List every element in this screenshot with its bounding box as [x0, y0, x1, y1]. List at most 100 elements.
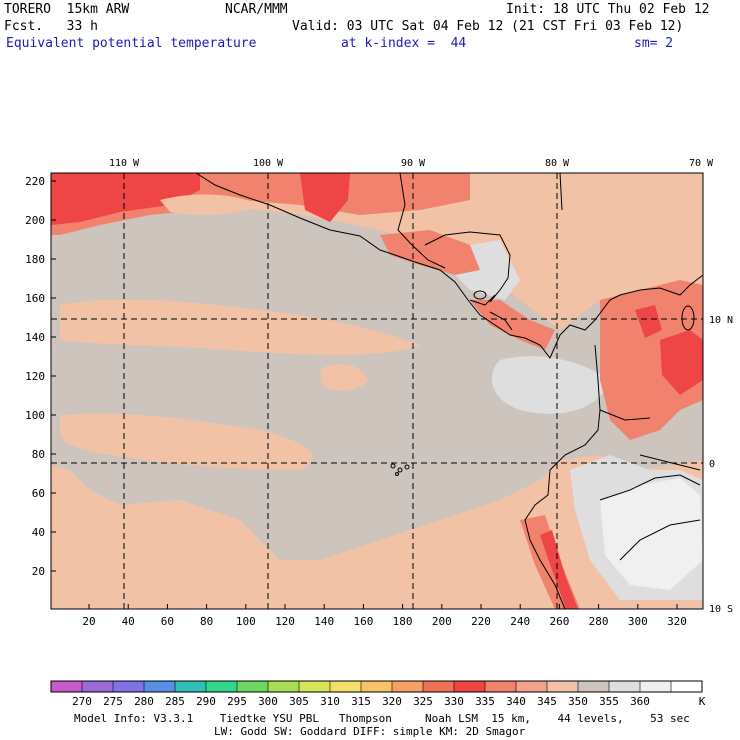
x-tick-label: 200: [432, 615, 452, 628]
colorbar-frame: [50, 680, 703, 693]
y-tick-label: 160: [25, 292, 45, 305]
colorbar-swatch: [144, 681, 176, 692]
colorbar-label: 305: [289, 695, 309, 708]
org-label: NCAR/MMM: [225, 2, 288, 17]
colorbar-unit: K: [698, 695, 706, 708]
x-tick-label: 260: [549, 615, 569, 628]
model-title: TORERO 15km ARW: [4, 2, 130, 17]
y-tick-label: 80: [32, 448, 45, 461]
forecast-hour: Fcst. 33 h: [4, 19, 98, 34]
lon-label: 100 W: [253, 158, 284, 169]
colorbar-swatch: [299, 681, 331, 692]
colorbar-swatch: [206, 681, 238, 692]
map-plot-area: [51, 173, 703, 609]
x-tick-label: 40: [122, 615, 135, 628]
y-tick-label: 140: [25, 331, 45, 344]
colorbar-label: 295: [227, 695, 247, 708]
lat-label: 0: [709, 459, 715, 470]
colorbar-label: 325: [413, 695, 433, 708]
physics-info-line: LW: Godd SW: Goddard DIFF: simple KM: 2D…: [214, 725, 526, 738]
x-tick-label: 320: [667, 615, 687, 628]
colorbar-swatch: [485, 681, 517, 692]
valid-time: Valid: 03 UTC Sat 04 Feb 12 (21 CST Fri …: [292, 19, 684, 34]
colorbar-label: 280: [134, 695, 154, 708]
colorbar-label: 315: [351, 695, 371, 708]
colorbar-label: 330: [444, 695, 464, 708]
field-warm-centralamerica: [380, 230, 480, 275]
colorbar-swatch: [268, 681, 300, 692]
y-tick-label: 200: [25, 214, 45, 227]
x-tick-labels: 20 40 60 80 100 120 140 160 180 200 220 240 260 280 30…: [82, 615, 687, 628]
y-tick-label: 120: [25, 370, 45, 383]
x-tick-label: 100: [236, 615, 256, 628]
x-tick-label: 80: [200, 615, 213, 628]
field-grey-band: [51, 195, 703, 560]
y-tick-label: 220: [25, 175, 45, 188]
y-tick-label: 60: [32, 487, 45, 500]
colorbar-label: 310: [320, 695, 340, 708]
level-label: at k-index = 44: [341, 36, 467, 51]
colorbar-label: 355: [599, 695, 619, 708]
colorbar-swatch: [237, 681, 269, 692]
field-hot-topleft: [51, 173, 200, 225]
colorbar-swatch: [82, 681, 114, 692]
colorbar-label: 340: [506, 695, 526, 708]
colorbar-label: 345: [537, 695, 557, 708]
x-tick-label: 20: [82, 615, 95, 628]
colorbar-swatch: [113, 681, 145, 692]
x-tick-label: 220: [471, 615, 491, 628]
smoothing-label: sm= 2: [634, 36, 674, 51]
lat-label: 10 S: [709, 604, 733, 615]
y-tick-labels: 220 200 180 160 140 120 100 80 60 40 20: [25, 175, 45, 578]
lat-labels: 10 N 0 10 S: [709, 315, 733, 615]
y-tick-label: 100: [25, 409, 45, 422]
colorbar-label: 290: [196, 695, 216, 708]
colorbar-swatch: [547, 681, 579, 692]
lon-label: 90 W: [401, 158, 426, 169]
field-peach-patch: [60, 413, 313, 470]
colorbar-swatch: [578, 681, 610, 692]
colorbar-swatch: [51, 681, 83, 692]
x-tick-label: 300: [628, 615, 648, 628]
colorbar-swatch: [423, 681, 455, 692]
lat-label: 10 N: [709, 315, 733, 326]
lon-label: 70 W: [689, 158, 714, 169]
colorbar-swatch: [609, 681, 641, 692]
field-warm-venezuela: [600, 280, 703, 440]
field-hot-venezuela: [635, 305, 662, 338]
x-tick-label: 280: [589, 615, 609, 628]
lon-label: 80 W: [545, 158, 570, 169]
colorbar-swatch: [330, 681, 362, 692]
y-tick-label: 20: [32, 565, 45, 578]
field-peach-patch: [160, 194, 260, 216]
x-tick-label: 140: [314, 615, 334, 628]
field-light-grey: [491, 356, 610, 414]
x-tick-label: 240: [510, 615, 530, 628]
colorbar-swatch: [454, 681, 486, 692]
coastlines: [195, 172, 704, 610]
colorbar-swatch: [361, 681, 393, 692]
field-hot-mexico: [300, 173, 350, 222]
colorbar-label: 275: [103, 695, 123, 708]
field-hot-venezuela: [660, 330, 703, 395]
colorbar: [51, 681, 703, 692]
colorbar-swatch: [671, 681, 703, 692]
x-tick-label: 60: [161, 615, 174, 628]
x-tick-label: 180: [393, 615, 413, 628]
init-time: Init: 18 UTC Thu 02 Feb 12: [506, 2, 710, 17]
lon-label: 110 W: [109, 158, 140, 169]
colorbar-label: 285: [165, 695, 185, 708]
lon-labels: 110 W 100 W 90 W 80 W 70 W: [109, 158, 714, 169]
latlon-grid: [51, 173, 703, 609]
y-tick-label: 180: [25, 253, 45, 266]
model-info-line: Model Info: V3.3.1 Tiedtke YSU PBL Thomp…: [74, 712, 690, 725]
colorbar-swatch: [175, 681, 207, 692]
field-coastal-hot: [540, 530, 578, 609]
field-name: Equivalent potential temperature: [6, 36, 257, 51]
colorbar-swatch: [640, 681, 672, 692]
colorbar-label: 320: [382, 695, 402, 708]
field-peach-patch: [320, 364, 368, 391]
axis-ticks: [51, 180, 678, 609]
colorbar-label: 360: [630, 695, 650, 708]
